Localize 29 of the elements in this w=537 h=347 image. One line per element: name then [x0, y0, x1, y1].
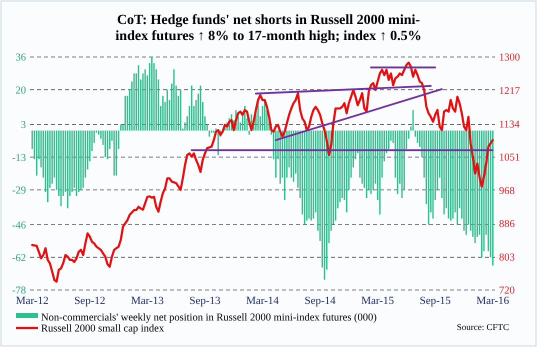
- y-tick-label: -78: [12, 286, 26, 297]
- y2-tick-label: 720: [499, 286, 515, 297]
- y2-tick-label: 1217: [499, 86, 520, 98]
- y2-tick-label: 1134: [499, 119, 520, 130]
- chart-title: CoT: Hedge funds' net shorts in Russell 2000 mini-index futures ↑ 8% to 17-month high; index ↑ 0.5%: [115, 13, 422, 44]
- x-tick-label: Mar-13: [130, 295, 164, 307]
- x-tick-label: Sep-15: [420, 295, 452, 307]
- x-tick-label: Mar-16: [476, 295, 510, 307]
- legend-label: Russell 2000 small cap index: [41, 324, 165, 335]
- x-tick-label: Mar-14: [246, 295, 280, 307]
- source-note: Source: CFTC: [456, 322, 509, 332]
- y-tick-label: 3: [20, 120, 26, 132]
- y-tick-label: 20: [16, 85, 26, 96]
- y-tick-label: -29: [12, 186, 26, 197]
- x-tick-label: Mar-15: [361, 295, 395, 307]
- y2-tick-label: 1300: [499, 52, 520, 64]
- y-tick-label: 36: [16, 52, 26, 64]
- y-tick-label: -46: [12, 220, 26, 232]
- y2-tick-label: 886: [499, 218, 515, 230]
- x-tick-label: Sep-12: [74, 295, 106, 307]
- legend-label: Non-commercials' weekly net position in Russell 2000 mini-index futures (000): [41, 312, 378, 324]
- x-tick-label: Sep-13: [189, 295, 222, 307]
- y-tick-label: -62: [12, 252, 26, 264]
- y2-tick-label: 803: [499, 252, 515, 264]
- x-tick-label: Sep-14: [304, 295, 336, 307]
- y2-tick-label: 968: [499, 186, 515, 198]
- y2-tick-label: 1051: [499, 152, 520, 164]
- y-tick-label: -13: [12, 152, 26, 164]
- x-tick-label: Mar-12: [16, 295, 49, 307]
